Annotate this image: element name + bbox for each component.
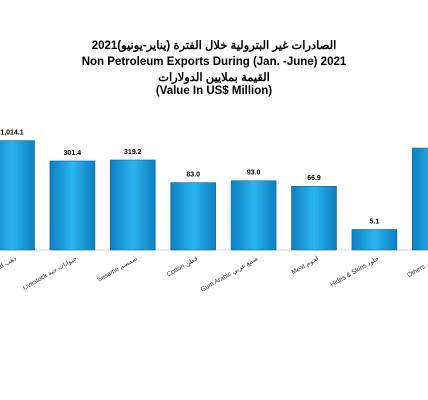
bar xyxy=(291,185,337,251)
bar xyxy=(0,140,35,251)
chart-subtitle: (Value In US$ Million) xyxy=(156,85,272,97)
bar xyxy=(230,180,277,251)
x-tick-label: Meat لحوم xyxy=(290,254,320,276)
x-tick-label: Hides & Skins جلود xyxy=(329,254,380,288)
x-tick-label: Livestock حيوانات حية xyxy=(21,254,78,292)
x-tick-label: Gold ذهب xyxy=(0,255,18,275)
chart-title: الصادرات غير البترولية خلال الفترة (يناي… xyxy=(92,39,337,53)
chart-subtitle: القيمة بملايين الدولارات xyxy=(158,71,270,85)
bar xyxy=(110,159,156,251)
value-label: 93.0 xyxy=(247,170,261,177)
value-label: 83.0 xyxy=(186,171,200,178)
x-tick-label: Others أخرى xyxy=(405,252,428,279)
x-tick-label: Gum Arabic صمغ عربي xyxy=(200,255,260,294)
x-tick-label: Sesame سمسم xyxy=(96,255,139,284)
chart-title: Non Petroleum Exports During (Jan. -June… xyxy=(82,56,347,68)
value-label: 66.9 xyxy=(307,175,321,182)
bar xyxy=(351,229,398,251)
value-label: 1,014.1 xyxy=(0,129,23,136)
value-label: 301.4 xyxy=(64,150,82,157)
value-label: 5.1 xyxy=(370,218,380,225)
value-label: 319.2 xyxy=(124,149,142,156)
bar xyxy=(49,160,96,251)
bar xyxy=(170,182,216,251)
bar xyxy=(411,147,428,251)
x-tick-label: Cotton قطن xyxy=(165,254,199,278)
